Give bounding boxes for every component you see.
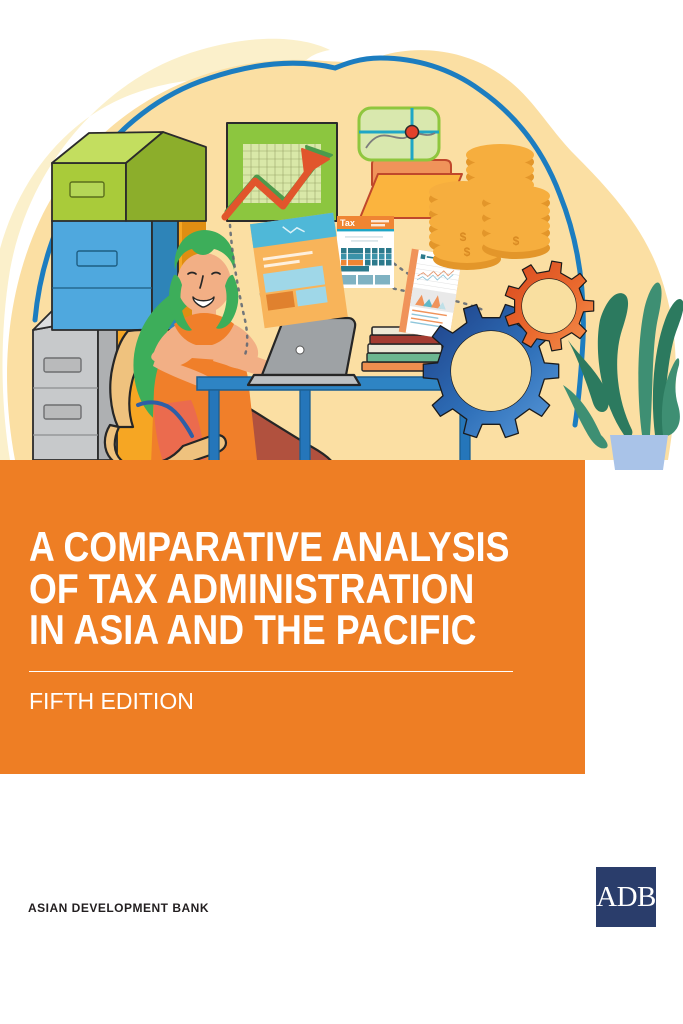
- svg-text:Tax: Tax: [340, 218, 355, 228]
